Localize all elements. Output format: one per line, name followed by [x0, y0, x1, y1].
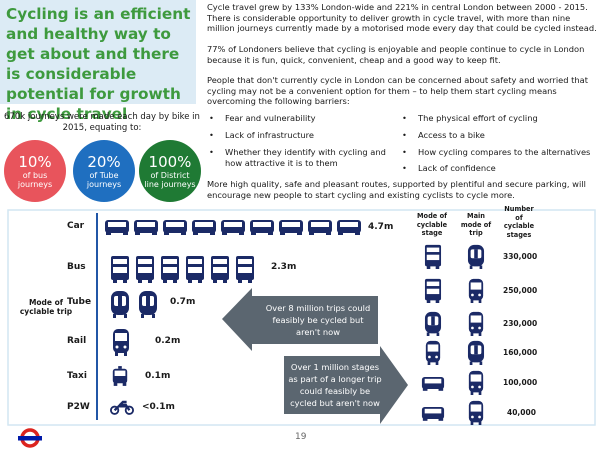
intro: 670k journeys were made each day by bike… — [4, 112, 200, 133]
heading: Cycling is an efficient and healthy way … — [0, 0, 196, 123]
moto-icon — [110, 400, 134, 415]
stat-circle: 10% of bus journeys — [4, 140, 66, 202]
roundel-logo — [18, 428, 42, 448]
row-label: Rail — [67, 336, 87, 346]
stage-value: 100,000 — [503, 378, 538, 387]
arrow-left — [222, 288, 378, 351]
trip-value: 0.1m — [145, 371, 171, 381]
row-label: P2W — [67, 402, 90, 412]
stat-value: 10% — [18, 152, 52, 171]
trip-value: 0.7m — [170, 297, 196, 307]
callout: Over 1 million stages as part of a longe… — [288, 362, 382, 408]
trip-value: 0.2m — [155, 336, 181, 346]
stat-label: of District line journeys — [144, 170, 196, 189]
stat-value: 20% — [87, 152, 121, 171]
trip-value: 2.3m — [271, 262, 297, 272]
paragraph: 77% of Londoners believe that cycling is… — [207, 44, 585, 65]
stage-value: 160,000 — [503, 348, 538, 357]
row-label: Car — [67, 221, 85, 231]
stage-value: 330,000 — [503, 252, 538, 261]
stat-label: of bus journeys — [17, 170, 53, 189]
column-header: Main mode of trip — [460, 212, 492, 237]
row-label: Taxi — [67, 371, 87, 381]
bullet: Lack of confidence — [400, 163, 605, 174]
stat-circle: 20% of Tube journeys — [73, 140, 135, 202]
paragraph: More high quality, safe and pleasant rou… — [207, 179, 586, 200]
diagram-frame — [7, 209, 596, 426]
bullet: Fear and vulnerability — [207, 113, 405, 124]
bullet: How cycling compares to the alternatives — [400, 147, 605, 158]
stat-label: of Tube journeys — [86, 170, 122, 189]
page-number: 19 — [295, 432, 307, 442]
paragraph: Cycle travel grew by 133% London-wide an… — [207, 2, 597, 34]
row-label: Bus — [67, 262, 86, 272]
paragraph: People that don't currently cycle in Lon… — [207, 75, 588, 107]
taxi-icon — [112, 366, 128, 386]
trip-value: 4.7m — [368, 222, 394, 232]
stage-icons — [421, 244, 485, 425]
trip-value: <0.1m — [142, 402, 175, 412]
car-icons — [105, 220, 361, 235]
stage-value: 250,000 — [503, 286, 538, 295]
bullet: Access to a bike — [400, 130, 605, 141]
bullet: Lack of infrastructure — [207, 130, 405, 141]
bus-icons — [111, 256, 254, 283]
callout: Over 8 million trips could feasibly be c… — [265, 303, 371, 337]
rail-icon — [113, 329, 129, 356]
stat-value: 100% — [148, 152, 192, 171]
column-header: Number of cyclable stages — [503, 205, 535, 239]
column-header: Mode of cyclable stage — [416, 212, 448, 237]
stage-value: 40,000 — [507, 408, 536, 417]
bullet: Whether they identify with cycling and h… — [207, 147, 405, 168]
row-label: Tube — [67, 297, 92, 307]
stat-circle: 100% of District line journeys — [139, 140, 201, 202]
axis-label: Mode of cyclable trip — [19, 298, 73, 316]
stage-value: 230,000 — [503, 319, 538, 328]
tube-icons — [111, 291, 157, 318]
arrow-right — [284, 346, 408, 424]
bullet: The physical effort of cycling — [400, 113, 605, 124]
